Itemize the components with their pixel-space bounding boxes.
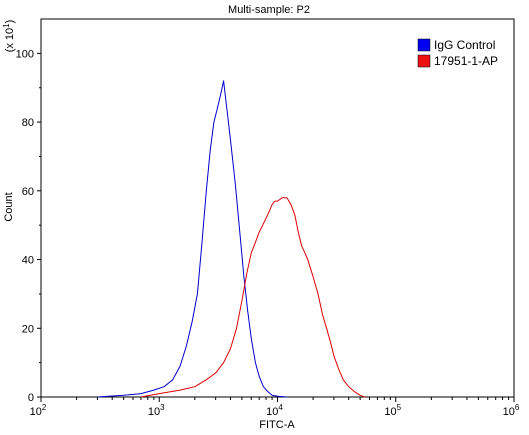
y-axis-multiplier-base: (x 10 [4,28,16,52]
x-tick-label: 104 [266,403,283,418]
x-tick-exp: 3 [160,403,165,412]
legend-swatch [417,54,431,68]
y-tick-label: 20 [22,323,34,335]
y-tick-label: 60 [22,186,34,198]
y-axis: 0 20 40 60 80 100 [16,48,41,404]
legend: IgG Control 17951-1-AP [417,38,498,68]
series-layer [97,80,366,398]
legend-swatch [417,38,431,52]
plot-frame [40,18,515,398]
x-tick-base: 10 [148,406,160,418]
x-tick-exp: 6 [515,403,520,412]
series-line-igg-control [97,80,287,398]
y-tick-label: 100 [16,48,34,60]
x-tick-label: 105 [384,403,401,418]
y-tick-label: 0 [28,392,34,404]
legend-label: IgG Control [434,38,495,52]
x-axis-title: FITC-A [259,419,295,431]
y-axis-multiplier: (x 101) [2,20,16,53]
x-tick-exp: 5 [397,403,402,412]
x-tick-base: 10 [266,406,278,418]
x-tick-base: 10 [384,406,396,418]
x-tick-exp: 4 [278,403,283,412]
legend-label: 17951-1-AP [434,54,498,68]
y-axis-title: Count [3,192,15,221]
series-line-antibody [140,197,366,398]
x-tick-base: 10 [30,406,42,418]
x-tick-base: 10 [503,406,515,418]
y-tick-label: 40 [22,255,34,267]
chart-title: Multi-sample: P2 [228,4,310,16]
x-tick-exp: 2 [42,403,47,412]
x-tick-label: 102 [30,403,47,418]
x-tick-label: 106 [503,403,520,418]
y-tick-label: 80 [22,117,34,129]
y-axis-multiplier-exp: 1 [2,23,11,28]
x-axis: 102 103 104 105 106 [30,397,520,418]
x-tick-label: 103 [148,403,165,418]
